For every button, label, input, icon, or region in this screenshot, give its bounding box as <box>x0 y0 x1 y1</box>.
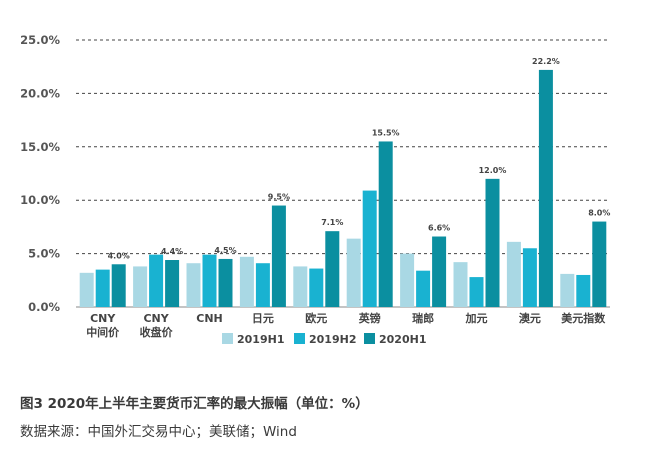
bar-2019h1 <box>239 256 254 307</box>
bar-2020h1 <box>485 178 500 307</box>
bar-2019h2 <box>95 269 110 307</box>
y-tick-label: 0.0% <box>28 300 60 314</box>
bar-2020h1 <box>271 205 286 307</box>
x-tick-label: 欧元 <box>305 311 327 325</box>
bar-2019h1 <box>506 241 521 307</box>
x-tick-label: 英镑 <box>358 311 381 325</box>
bar-2019h1 <box>79 272 94 307</box>
bar-chart: 0.0%5.0%10.0%15.0%20.0%25.0%4.0%CNY中间价4.… <box>20 33 610 346</box>
legend-label: 2020H1 <box>379 333 426 346</box>
figure-source: 数据来源：中国外汇交易中心；美联储；Wind <box>20 424 297 440</box>
data-label: 15.5% <box>372 128 400 137</box>
y-tick-label: 20.0% <box>20 86 60 100</box>
x-tick-label: 美元指数 <box>561 311 606 325</box>
x-tick-label: 瑞郎 <box>412 311 434 325</box>
figure-title: 图3 2020年上半年主要货币汇率的最大振幅（单位：%） <box>20 396 369 412</box>
x-tick-label: CNH <box>196 312 223 325</box>
x-tick-label: 日元 <box>252 312 274 325</box>
bar-2019h2 <box>149 254 164 307</box>
x-tick-label: 中间价 <box>86 325 120 339</box>
x-tick-label: 加元 <box>465 311 488 325</box>
data-label: 7.1% <box>321 218 343 227</box>
y-tick-label: 10.0% <box>20 193 60 207</box>
data-label: 9.5% <box>268 193 290 202</box>
data-label: 12.0% <box>479 166 507 175</box>
x-tick-label: CNY <box>90 312 116 325</box>
data-label: 8.0% <box>588 209 610 218</box>
bar-2020h1 <box>432 236 447 307</box>
legend-swatch <box>294 333 305 344</box>
bar-2020h1 <box>378 141 393 307</box>
data-label: 6.6% <box>428 224 450 233</box>
data-label: 4.0% <box>108 251 130 260</box>
x-tick-label: CNY <box>143 312 169 325</box>
bar-2019h1 <box>346 238 361 307</box>
bar-2019h2 <box>309 268 324 307</box>
bar-2020h1 <box>592 221 607 307</box>
bar-2019h2 <box>202 254 217 307</box>
bar-2020h1 <box>218 258 233 307</box>
bar-2020h1 <box>325 231 340 307</box>
bar-2020h1 <box>111 264 126 307</box>
bar-2019h1 <box>133 266 148 307</box>
y-tick-label: 25.0% <box>20 33 60 47</box>
legend-swatch <box>364 333 375 344</box>
x-tick-label: 澳元 <box>519 311 541 325</box>
x-tick-label: 收盘价 <box>140 325 174 339</box>
bar-2019h1 <box>400 253 415 307</box>
bar-2019h2 <box>416 270 431 307</box>
legend-label: 2019H2 <box>309 333 356 346</box>
bar-2019h1 <box>186 263 201 307</box>
bar-2019h2 <box>576 274 591 307</box>
data-label: 22.2% <box>532 57 560 66</box>
bar-2020h1 <box>538 69 553 308</box>
y-tick-label: 15.0% <box>20 140 60 154</box>
bar-2019h2 <box>469 277 484 307</box>
data-label: 4.4% <box>161 247 183 256</box>
bar-2019h1 <box>560 273 575 307</box>
bar-2019h1 <box>453 262 468 307</box>
bar-2019h2 <box>362 190 377 307</box>
y-tick-label: 5.0% <box>28 247 60 261</box>
bar-2020h1 <box>165 260 180 307</box>
bar-2019h1 <box>293 266 308 307</box>
data-label: 4.5% <box>214 246 236 255</box>
legend-label: 2019H1 <box>237 333 284 346</box>
bar-2019h2 <box>255 263 270 307</box>
bar-2019h2 <box>522 248 537 307</box>
legend-swatch <box>222 333 233 344</box>
